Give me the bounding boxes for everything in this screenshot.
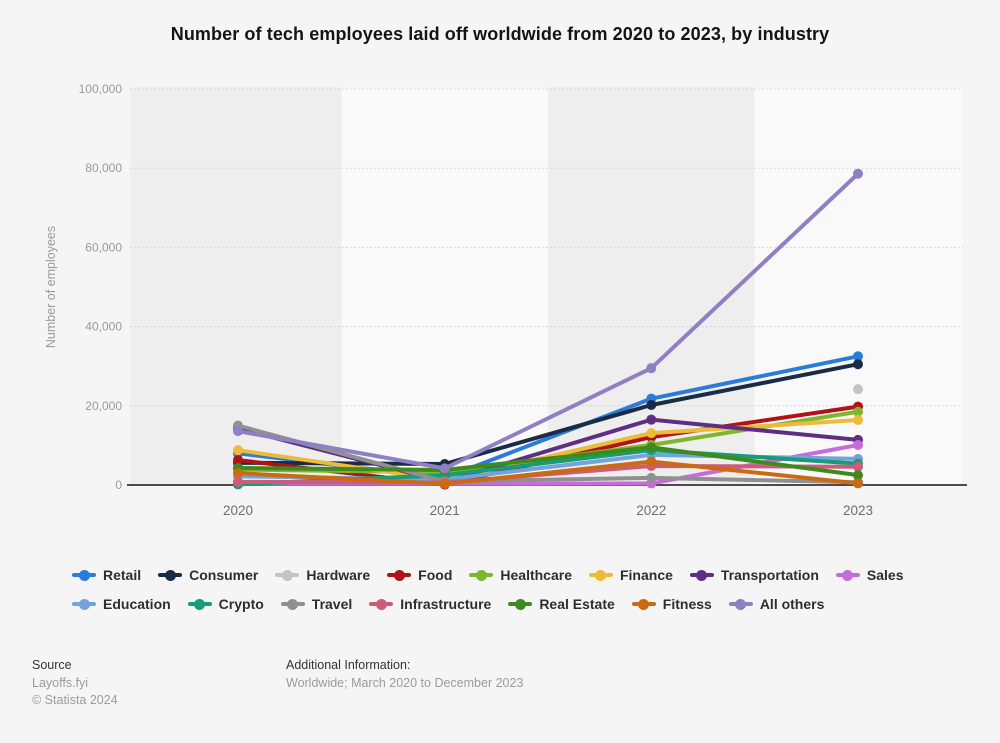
legend-item-travel[interactable]: Travel [280, 596, 353, 612]
legend-label-infrastructure: Infrastructure [400, 596, 492, 612]
legend-marker-icon [187, 598, 212, 610]
legend-item-healthcare[interactable]: Healthcare [469, 567, 572, 583]
data-point-finance-2020 [233, 445, 243, 456]
series-line-real-estate [236, 445, 860, 478]
legend-item-all-others[interactable]: All others [728, 596, 825, 612]
y-tick-label: 0 [115, 478, 122, 492]
data-point-finance-2023 [853, 415, 863, 426]
data-point-fitness-2022 [646, 456, 657, 467]
y-axis-title: Number of employees [44, 226, 58, 348]
legend-label-all-others: All others [759, 596, 825, 612]
copyright-notice: © Statista 2024 [32, 693, 118, 707]
legend-item-consumer[interactable]: Consumer [158, 567, 258, 583]
legend-label-retail: Retail [103, 567, 142, 583]
y-tick-label: 100,000 [79, 82, 123, 96]
data-point-all-others-2023 [853, 168, 863, 179]
x-tick-label: 2021 [430, 503, 460, 518]
data-point-consumer-2023 [853, 359, 863, 370]
data-point-hardware-2023 [853, 384, 863, 395]
legend-marker-icon [631, 598, 656, 610]
x-tick-label: 2020 [223, 503, 253, 518]
additional-info-text: Worldwide; March 2020 to December 2023 [286, 675, 524, 690]
legend-item-sales[interactable]: Sales [835, 567, 904, 583]
additional-info-label: Additional Information: [286, 658, 411, 672]
legend-item-crypto[interactable]: Crypto [187, 596, 264, 612]
legend-marker-icon [728, 598, 753, 610]
legend-item-fitness[interactable]: Fitness [631, 596, 712, 612]
data-point-travel-2022 [646, 472, 657, 483]
y-tick-label: 80,000 [85, 161, 122, 175]
legend-marker-icon [469, 569, 494, 581]
legend-item-infrastructure[interactable]: Infrastructure [369, 596, 491, 612]
y-tick-label: 20,000 [85, 399, 122, 413]
data-point-fitness-2020 [233, 468, 243, 479]
data-point-food-2020 [233, 455, 243, 466]
legend-label-fitness: Fitness [662, 596, 712, 612]
data-point-sales-2023 [853, 440, 863, 451]
legend-marker-icon [280, 598, 305, 610]
legend-marker-icon [369, 598, 394, 610]
legend-marker-icon [387, 569, 412, 581]
legend-label-hardware: Hardware [306, 567, 371, 583]
legend-label-sales: Sales [866, 567, 904, 583]
legend-item-hardware[interactable]: Hardware [275, 567, 370, 583]
data-point-real-estate-2023 [853, 470, 863, 481]
data-point-all-others-2022 [646, 363, 657, 374]
data-point-healthcare-2023 [853, 406, 863, 417]
legend-marker-icon [835, 569, 860, 581]
legend-item-transportation[interactable]: Transportation [689, 567, 819, 583]
source-label: Source [32, 658, 72, 672]
x-tick-label: 2022 [636, 503, 666, 518]
legend-label-transportation: Transportation [720, 567, 819, 583]
data-point-infrastructure-2023 [853, 461, 863, 472]
plot-band [130, 87, 342, 485]
y-tick-label: 40,000 [85, 320, 122, 334]
legend-marker-icon [72, 569, 96, 581]
legend-marker-icon [72, 598, 96, 610]
legend-label-finance: Finance [619, 567, 673, 583]
legend-item-retail[interactable]: Retail [72, 567, 141, 583]
legend-label-travel: Travel [311, 596, 353, 612]
chart-title: Number of tech employees laid off worldw… [170, 24, 830, 44]
legend-marker-icon [588, 569, 613, 581]
x-tick-label: 2023 [843, 503, 873, 518]
legend-marker-icon [689, 569, 714, 581]
data-point-real-estate-2022 [646, 442, 657, 453]
legend-label-healthcare: Healthcare [500, 567, 572, 583]
chart-legend: Retail Consumer Hardware Food Healthcare Fina… [72, 567, 952, 612]
data-point-all-others-2020 [233, 426, 243, 437]
legend-item-finance[interactable]: Finance [588, 567, 673, 583]
legend-label-food: Food [418, 567, 453, 583]
legend-item-real-estate[interactable]: Real Estate [508, 596, 615, 612]
legend-label-crypto: Crypto [218, 596, 264, 612]
legend-label-consumer: Consumer [189, 567, 259, 583]
data-point-finance-2022 [646, 428, 657, 439]
legend-item-education[interactable]: Education [72, 596, 171, 612]
source-block: Source Layoffs.fyi © Statista 2024 [32, 657, 118, 710]
legend-label-real-estate: Real Estate [539, 596, 615, 612]
series-line-all-others [236, 171, 860, 471]
series-line-travel [236, 423, 860, 485]
data-point-retail-2023 [853, 351, 863, 362]
series-line-fitness [236, 459, 860, 486]
data-point-all-others-2021 [439, 463, 450, 474]
legend-marker-icon [508, 598, 533, 610]
line-chart-plot: 0 20,000 40,000 60,000 80,000 100,000 Number o… [44, 82, 967, 518]
legend-item-food[interactable]: Food [387, 567, 452, 583]
additional-info-block: Additional Information: Worldwide; March… [286, 657, 523, 692]
plot-band [341, 87, 548, 485]
data-point-infrastructure-2020 [233, 476, 243, 487]
legend-label-education: Education [103, 596, 171, 612]
y-tick-label: 60,000 [85, 240, 122, 254]
data-point-fitness-2023 [853, 478, 863, 489]
data-point-transportation-2022 [646, 414, 657, 425]
data-point-fitness-2021 [439, 478, 450, 489]
data-point-consumer-2022 [646, 400, 657, 411]
legend-marker-icon [275, 569, 300, 581]
legend-marker-icon [158, 569, 183, 581]
source-name[interactable]: Layoffs.fyi [32, 675, 89, 690]
